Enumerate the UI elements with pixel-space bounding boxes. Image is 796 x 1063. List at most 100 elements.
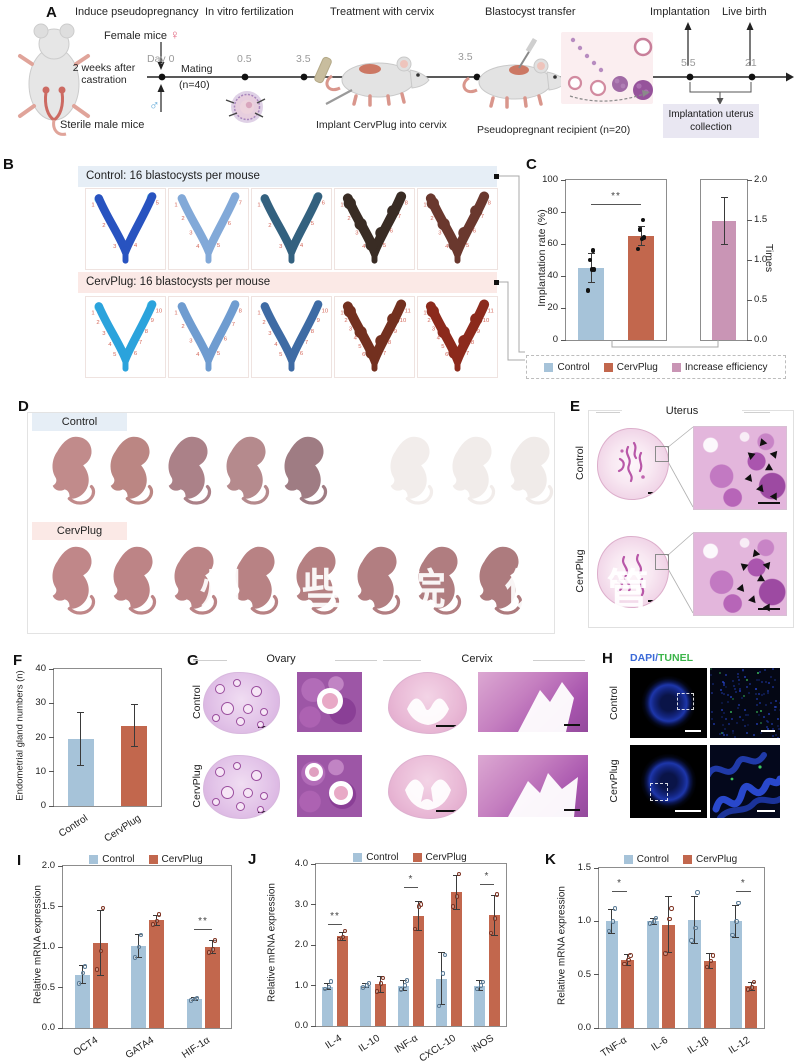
data-point	[751, 979, 757, 985]
bar-IL-1β-Control	[688, 920, 701, 1028]
svg-text:10: 10	[322, 308, 329, 314]
tunel-dot	[742, 694, 745, 697]
significance-label: **	[611, 191, 621, 202]
pup-image	[168, 436, 212, 505]
tick-mark	[561, 243, 566, 245]
g-cervplug-ovary-inset	[297, 755, 362, 817]
tick-mark	[311, 985, 316, 986]
control-swatch	[623, 855, 633, 864]
data-point	[154, 918, 160, 924]
e-zoom-region-box	[655, 554, 669, 570]
bar-OCT4-Control	[74, 974, 90, 1028]
data-point	[402, 983, 407, 988]
control-swatch	[89, 855, 99, 864]
dapi-dot	[723, 712, 726, 715]
zoom-region-box	[650, 783, 668, 801]
error-cap	[452, 908, 460, 910]
uterus-photo-box: 1 2 3 4 5 6	[251, 188, 332, 270]
data-point	[375, 989, 380, 994]
dapi-dot	[742, 719, 745, 722]
data-point	[612, 906, 618, 911]
data-point	[419, 902, 424, 907]
dapi-dot	[733, 684, 736, 687]
dapi-dot	[721, 715, 724, 718]
error-cap	[78, 965, 86, 967]
dapi-dot	[757, 713, 760, 716]
data-point	[734, 919, 739, 924]
panel-f-gland-chart: F Endometrial gland numbers (n) 0 10 20 30 4…	[8, 648, 183, 860]
bar-INF-α-CervPlug	[412, 915, 424, 1026]
panel-e-uterus-histology: E Uterus Control CervPlug	[560, 396, 796, 636]
x-category-label: HIF-1α	[180, 1034, 212, 1061]
legend-item-control: Control	[89, 854, 135, 865]
bar-IL-12-CervPlug	[744, 986, 758, 1028]
tick-3-5a: 3.5	[296, 53, 311, 65]
dapi-dot	[756, 703, 759, 706]
pup-control-8	[503, 434, 559, 506]
svg-text:7: 7	[232, 322, 235, 328]
uterus-photo-box: 1 2 3 4 5 6 7	[168, 188, 249, 270]
pup-control-5	[277, 434, 333, 506]
scale-bar	[761, 730, 775, 732]
data-point	[82, 964, 88, 969]
y-tick-label: 1.0	[41, 941, 55, 952]
svg-text:8: 8	[145, 329, 149, 335]
error-cap	[134, 934, 142, 936]
scale-bar	[758, 608, 780, 610]
svg-text:5: 5	[383, 243, 387, 249]
implantation-rate-plot: 0 20 40 60 80 100 **	[542, 175, 667, 345]
uterus-image: 1 2 3 4 5	[91, 192, 160, 264]
h-row1-label: Control	[608, 686, 620, 720]
tunel-dot	[745, 678, 748, 681]
x-category-label: OCT4	[71, 1034, 100, 1059]
scale-bar	[648, 600, 660, 602]
y-tick-label: 4.0	[294, 858, 308, 869]
svg-text:5: 5	[466, 243, 470, 249]
svg-text:1: 1	[340, 310, 343, 316]
g-ovary-title: Ovary	[266, 653, 296, 665]
tick-mark	[311, 863, 316, 865]
significance-label: *	[740, 878, 746, 890]
k-legend: Control CervPlug	[598, 854, 763, 865]
scale-bar	[757, 810, 775, 812]
y-tick-label: 20	[547, 302, 558, 313]
uterus-image: 1 2 3 4 5 6 7 8	[340, 191, 409, 264]
svg-text:7: 7	[139, 340, 142, 346]
svg-text:4: 4	[362, 244, 366, 250]
svg-text:3: 3	[438, 230, 442, 236]
arrowhead-icon	[764, 463, 775, 474]
oocyte-icon	[225, 91, 266, 123]
svg-text:1: 1	[340, 202, 343, 208]
pup-control-4	[219, 434, 275, 506]
panel-j-mrna-chart: J Control CervPlug Relative mRNA express…	[246, 846, 512, 1063]
svg-text:7: 7	[398, 214, 401, 220]
dapi-dot	[723, 733, 726, 736]
error-cap	[414, 901, 422, 903]
tick-mark	[747, 179, 752, 181]
dapi-dot	[747, 691, 750, 694]
data-point	[693, 925, 698, 930]
bar-HIF-1α-CervPlug	[204, 947, 220, 1028]
dapi-dot	[745, 685, 748, 688]
error-bar	[493, 895, 495, 936]
pup-image	[452, 436, 496, 505]
pup-cervplug-3	[167, 544, 223, 616]
dapi-dot	[743, 675, 746, 678]
data-point	[80, 970, 86, 976]
data-point	[436, 1003, 441, 1008]
svg-text:1: 1	[257, 202, 260, 208]
data-point	[663, 951, 668, 956]
error-cap	[637, 245, 645, 247]
scale-bar	[675, 810, 701, 812]
sterile-male-label: Sterile male mice	[60, 119, 145, 131]
error-cap	[134, 957, 142, 959]
step-title-ivf: In vitro fertilization	[205, 6, 294, 18]
error-cap	[452, 874, 460, 876]
tick-mark	[49, 805, 54, 807]
significance-line	[735, 891, 752, 893]
divider	[335, 660, 377, 661]
svg-text:2: 2	[96, 320, 99, 326]
tick-mark	[561, 211, 566, 213]
